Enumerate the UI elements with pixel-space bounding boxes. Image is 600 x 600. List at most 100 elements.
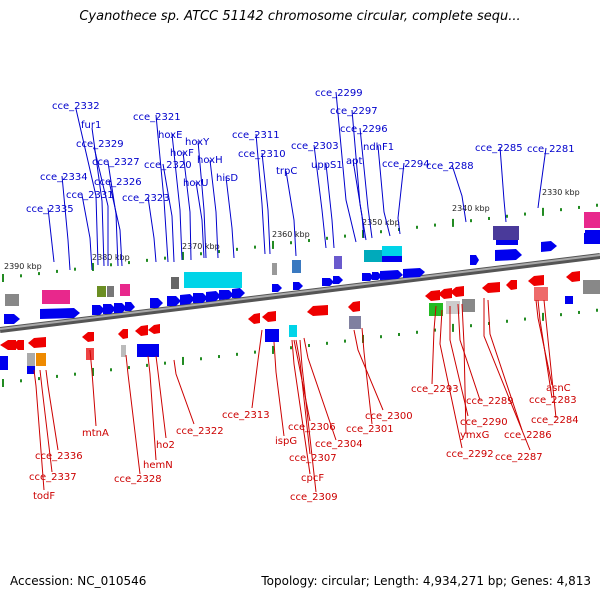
gene-label[interactable]: cce_2309	[290, 492, 338, 503]
forward-gene-arrow[interactable]	[541, 241, 557, 252]
forward-gene-arrow[interactable]	[380, 270, 403, 280]
reverse-gene-arrow[interactable]	[0, 340, 16, 350]
gene-label[interactable]: apt	[346, 156, 362, 167]
gene-label[interactable]: mtnA	[82, 428, 109, 439]
feature-block[interactable]	[5, 294, 19, 306]
gene-label[interactable]: cce_2336	[35, 451, 83, 462]
gene-label[interactable]: cce_2307	[289, 453, 337, 464]
feature-block[interactable]	[364, 250, 382, 262]
feature-block[interactable]	[534, 287, 548, 301]
gene-label[interactable]: ispG	[275, 436, 297, 447]
reverse-gene-arrow[interactable]	[482, 282, 500, 293]
gene-label[interactable]: cce_2301	[346, 424, 394, 435]
forward-gene-arrow[interactable]	[114, 303, 127, 313]
gene-label[interactable]: cce_2299	[315, 88, 363, 99]
gene-label[interactable]: asnC	[546, 383, 571, 394]
gene-label[interactable]: cce_2304	[315, 439, 363, 450]
reverse-gene-arrow[interactable]	[118, 329, 128, 339]
feature-block[interactable]	[583, 280, 600, 294]
gene-label[interactable]: hoxH	[197, 155, 223, 166]
feature-block[interactable]	[462, 299, 475, 312]
gene-label[interactable]: cce_2294	[382, 159, 430, 170]
feature-block[interactable]	[292, 260, 301, 273]
feature-block[interactable]	[272, 263, 277, 275]
forward-gene-block[interactable]	[565, 296, 573, 304]
forward-gene-arrow[interactable]	[372, 272, 382, 280]
gene-label[interactable]: ymxG	[460, 430, 489, 441]
gene-label[interactable]: cce_2335	[26, 204, 74, 215]
reverse-gene-arrow[interactable]	[450, 286, 464, 297]
gene-label[interactable]: cce_2328	[114, 474, 162, 485]
forward-gene-arrow[interactable]	[92, 305, 105, 315]
reverse-gene-arrow[interactable]	[425, 290, 440, 301]
reverse-gene-arrow[interactable]	[307, 305, 328, 316]
gene-label[interactable]: trpC	[276, 166, 297, 177]
gene-label[interactable]: cce_2323	[122, 193, 170, 204]
gene-label[interactable]: cce_2326	[94, 177, 142, 188]
gene-label[interactable]: hoxE	[158, 130, 182, 141]
forward-gene-block[interactable]	[0, 356, 8, 370]
feature-block[interactable]	[107, 286, 114, 297]
forward-gene-arrow[interactable]	[103, 304, 116, 314]
gene-label[interactable]: cce_2329	[76, 139, 124, 150]
feature-block[interactable]	[97, 286, 106, 297]
gene-label[interactable]: hoxF	[170, 148, 194, 159]
gene-label[interactable]: cce_2287	[495, 452, 543, 463]
reverse-gene-arrow[interactable]	[248, 313, 260, 324]
gene-label[interactable]: cce_2306	[288, 422, 336, 433]
forward-gene-block[interactable]	[585, 230, 600, 244]
gene-label[interactable]: cce_2320	[144, 160, 192, 171]
feature-block[interactable]	[36, 353, 46, 366]
reverse-gene-arrow[interactable]	[262, 311, 276, 322]
reverse-gene-arrow[interactable]	[12, 340, 24, 350]
feature-block[interactable]	[334, 256, 342, 269]
gene-label[interactable]: hoxY	[185, 137, 210, 148]
feature-block[interactable]	[584, 212, 600, 228]
reverse-gene-arrow[interactable]	[28, 337, 46, 348]
gene-label[interactable]: hisD	[216, 173, 238, 184]
gene-label[interactable]: cce_2286	[504, 430, 552, 441]
forward-gene-block[interactable]	[137, 344, 159, 357]
gene-label[interactable]: cce_2296	[340, 124, 388, 135]
gene-label[interactable]: cce_2284	[531, 415, 579, 426]
forward-gene-block[interactable]	[380, 252, 402, 262]
feature-block[interactable]	[382, 246, 402, 256]
gene-label[interactable]: cce_2334	[40, 172, 88, 183]
gene-label[interactable]: cce_2303	[291, 141, 339, 152]
feature-block[interactable]	[121, 345, 126, 357]
gene-label[interactable]: cce_2321	[133, 112, 181, 123]
feature-block[interactable]	[289, 325, 297, 337]
gene-label[interactable]: uppS1	[311, 160, 343, 171]
gene-label[interactable]: ho2	[156, 440, 175, 451]
feature-block[interactable]	[120, 284, 130, 296]
forward-gene-arrow[interactable]	[193, 293, 208, 303]
gene-label[interactable]: cce_2337	[29, 472, 77, 483]
gene-label[interactable]: cce_2300	[365, 411, 413, 422]
gene-label[interactable]: cce_2293	[411, 384, 459, 395]
gene-label[interactable]: cce_2285	[475, 143, 523, 154]
gene-label[interactable]: todF	[33, 491, 55, 502]
gene-label[interactable]: cpcF	[301, 473, 324, 484]
gene-label[interactable]: cce_2322	[176, 426, 224, 437]
gene-label[interactable]: cce_2332	[52, 101, 100, 112]
forward-gene-arrow[interactable]	[40, 308, 80, 319]
gene-label[interactable]: cce_2297	[330, 106, 378, 117]
feature-block[interactable]	[493, 226, 519, 240]
forward-gene-arrow[interactable]	[495, 249, 522, 261]
reverse-gene-arrow[interactable]	[135, 325, 148, 336]
gene-label[interactable]: cce_2310	[238, 149, 286, 160]
reverse-gene-arrow[interactable]	[82, 332, 94, 342]
forward-gene-arrow[interactable]	[4, 314, 20, 324]
forward-gene-arrow[interactable]	[362, 273, 374, 281]
gene-label[interactable]: cce_2288	[426, 161, 474, 172]
gene-label[interactable]: ndhF1	[363, 142, 394, 153]
feature-block[interactable]	[42, 290, 70, 304]
forward-gene-arrow[interactable]	[470, 255, 479, 265]
reverse-gene-arrow[interactable]	[148, 324, 160, 334]
forward-gene-arrow[interactable]	[219, 290, 234, 300]
gene-label[interactable]: cce_2313	[222, 410, 270, 421]
reverse-gene-arrow[interactable]	[506, 280, 517, 290]
forward-gene-arrow[interactable]	[333, 276, 343, 284]
gene-label[interactable]: cce_2292	[446, 449, 494, 460]
forward-gene-arrow[interactable]	[293, 282, 303, 290]
